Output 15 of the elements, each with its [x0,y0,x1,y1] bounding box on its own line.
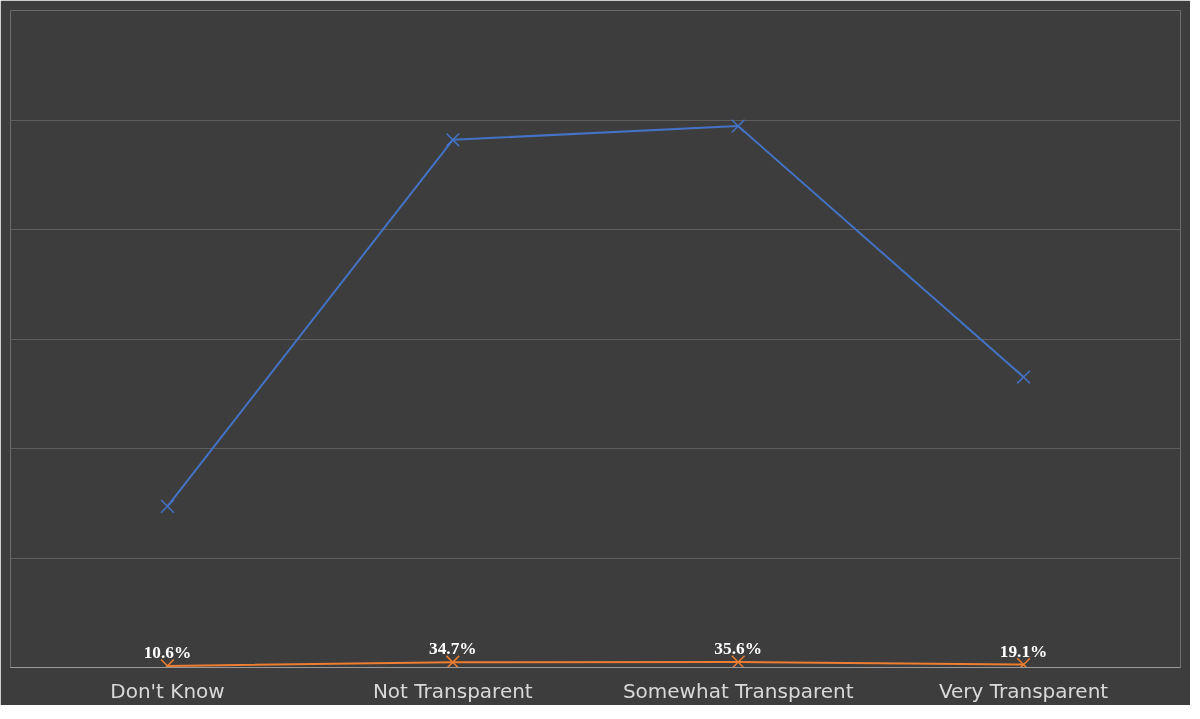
point [1016,369,1031,385]
point [731,654,746,668]
data-label: 10.6% [143,642,192,662]
x-tick-label: Not Transparent [372,678,533,703]
data-label: 35.6% [714,639,763,659]
point [1016,657,1031,668]
point [731,118,746,134]
point [160,499,175,514]
x-tick-label: Very Transparent [938,678,1109,703]
x-tick-label: Don't Know [110,678,225,703]
data-label: 19.1% [999,641,1048,661]
point [445,132,460,147]
data-label: 34.7% [428,639,477,659]
x-tick-label: Somewhat Transparent [622,678,854,703]
point [445,655,460,668]
